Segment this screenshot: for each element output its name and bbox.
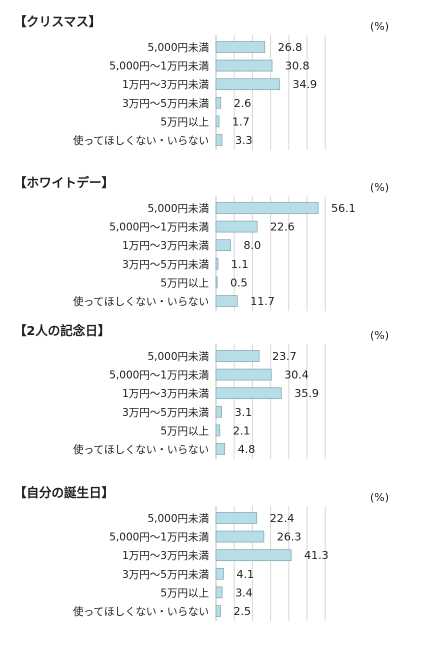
bar [215,530,265,543]
bar [215,605,221,617]
panel-title: 【ホワイトデー】 [14,175,114,190]
category-label: 5,000円～1万円未満 [109,222,209,234]
category-label: 3万円～5万円未満 [122,98,209,110]
unit-label: (%) [370,20,389,33]
unit-label: (%) [370,329,389,342]
value-label: 1.1 [231,258,249,271]
bar [215,368,272,381]
value-label: 0.5 [230,276,248,289]
bar [215,424,221,437]
bar [215,134,223,146]
category-label: 5,000円～1万円未満 [109,61,209,73]
value-label: 26.8 [278,41,303,54]
value-label: 4.1 [236,568,254,581]
panel-title: 【自分の誕生日】 [14,485,114,500]
category-label: 5,000円未満 [147,42,209,54]
value-label: 30.4 [284,369,309,382]
category-label: 1万円～3万円未満 [122,550,209,562]
value-label: 23.7 [272,350,297,363]
value-label: 11.7 [250,295,275,308]
bar [215,257,219,270]
value-label: 3.4 [235,586,253,599]
unit-label: (%) [370,491,389,504]
value-label: 1.7 [232,115,250,128]
bar [215,387,282,400]
bar [215,276,218,289]
bar [215,239,231,252]
value-label: 2.5 [234,605,252,618]
category-label: 3万円～5万円未満 [122,407,209,419]
value-label: 34.9 [293,78,318,91]
value-label: 22.4 [270,512,295,525]
value-label: 8.0 [244,239,262,252]
bar [215,78,280,91]
category-label: 3万円～5万円未満 [122,259,209,271]
category-label: 5万円以上 [160,587,209,599]
bar [215,586,223,599]
bar [215,512,258,524]
category-label: 1万円～3万円未満 [122,240,209,252]
bar [215,96,222,109]
category-label: 5万円以上 [160,277,209,289]
category-label: 5,000円未満 [147,351,209,363]
category-label: 1万円～3万円未満 [122,388,209,400]
category-label: 使ってほしくない・いらない [73,605,209,618]
category-label: 使ってほしくない・いらない [73,295,209,308]
value-label: 22.6 [270,221,295,234]
bar [215,202,319,214]
category-label: 5,000円～1万円未満 [109,370,209,382]
bar [215,295,238,307]
category-label: 1万円～3万円未満 [122,79,209,91]
bar [215,115,220,128]
value-label: 26.3 [277,531,302,544]
value-label: 56.1 [331,202,356,215]
value-label: 41.3 [304,549,329,562]
bar [215,567,224,580]
bar [215,405,222,418]
value-label: 2.1 [233,424,251,437]
category-label: 5,000円～1万円未満 [109,532,209,544]
bar [215,59,273,72]
bar [215,443,226,455]
category-label: 使ってほしくない・いらない [73,443,209,456]
category-label: 5万円以上 [160,116,209,128]
category-label: 3万円～5万円未満 [122,569,209,581]
panel-title: 【2人の記念日】 [14,323,110,338]
value-label: 3.1 [235,406,253,419]
panel-title: 【クリスマス】 [14,14,101,29]
bar [215,41,266,53]
bar [215,549,292,562]
value-label: 2.6 [234,97,252,110]
category-label: 5万円以上 [160,425,209,437]
bar [215,350,260,362]
category-label: 5,000円未満 [147,513,209,525]
value-label: 3.3 [235,134,253,147]
category-label: 5,000円未満 [147,203,209,215]
bar [215,220,258,233]
unit-label: (%) [370,181,389,194]
value-label: 35.9 [294,387,319,400]
value-label: 30.8 [285,60,310,73]
category-label: 使ってほしくない・いらない [73,134,209,147]
value-label: 4.8 [238,443,256,456]
